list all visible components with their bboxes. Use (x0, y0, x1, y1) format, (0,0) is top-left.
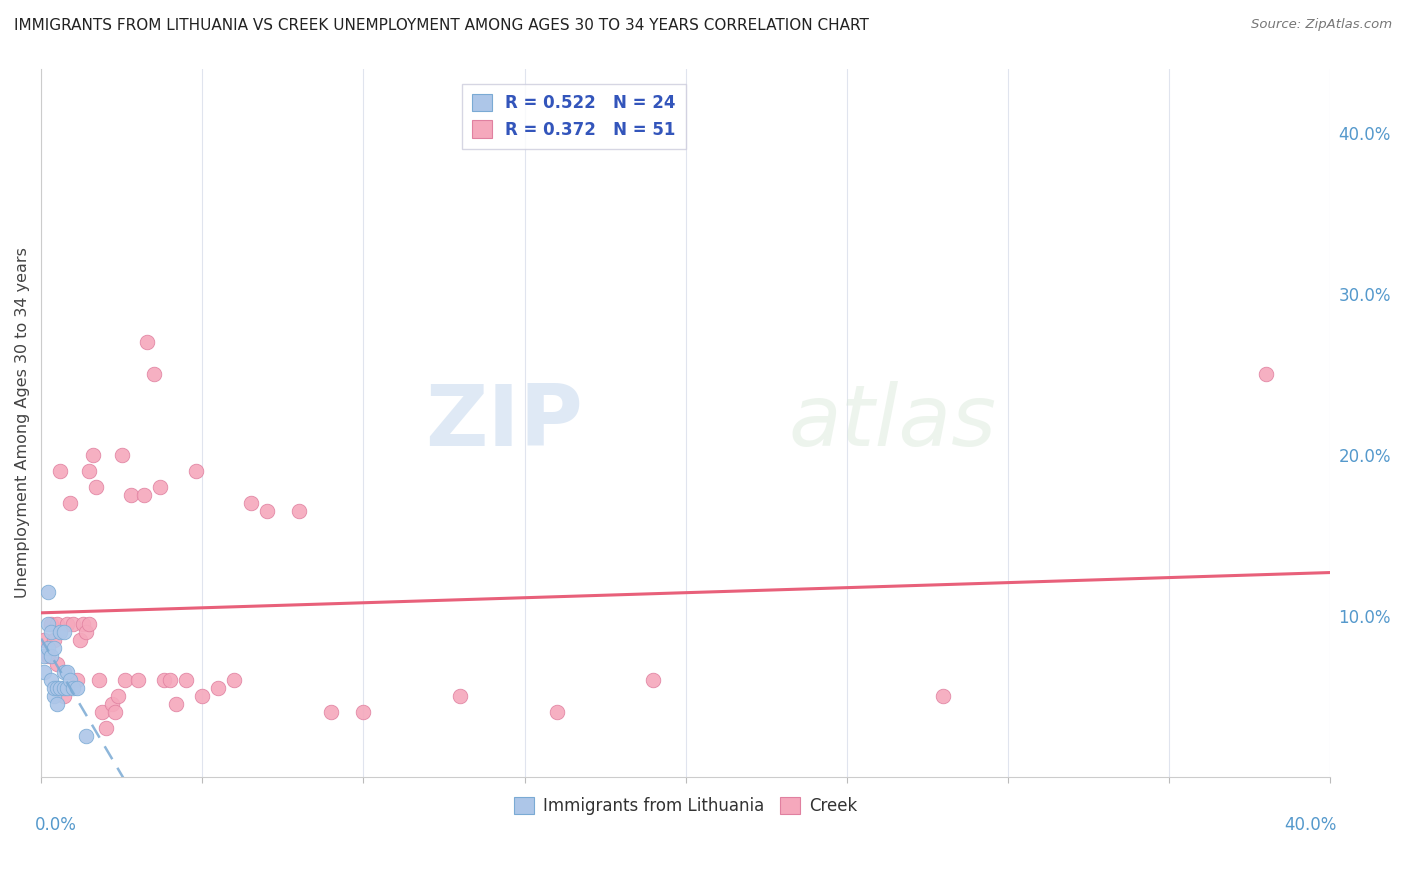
Point (142, 368, 165, 382)
Point (94, 722, 117, 736)
Point (79, 616, 101, 631)
Point (56, 665, 79, 679)
Point (152, 673, 174, 687)
Y-axis label: Unemployment Among Ages 30 to 34 years: Unemployment Among Ages 30 to 34 years (15, 247, 30, 598)
Point (46, 616, 69, 631)
Point (288, 504, 311, 518)
Point (87, 673, 110, 687)
Point (49, 681, 72, 695)
Point (34, 665, 56, 679)
Point (52, 681, 75, 695)
Point (134, 488, 156, 502)
Point (643, 673, 665, 687)
Point (52, 624, 75, 639)
Point (46, 697, 69, 711)
Point (101, 697, 124, 711)
Point (39, 624, 62, 639)
Point (65, 681, 87, 695)
Point (37, 648, 59, 663)
Point (42, 681, 65, 695)
Point (49, 464, 72, 478)
Point (52, 689, 75, 703)
Point (111, 448, 134, 462)
Point (136, 335, 159, 350)
Point (42, 640, 65, 655)
Point (34, 632, 56, 647)
Point (42, 632, 65, 647)
Point (42, 689, 65, 703)
Point (107, 689, 129, 703)
Point (166, 697, 188, 711)
Text: 0.0%: 0.0% (35, 815, 76, 833)
Point (546, 705, 568, 719)
Point (62, 681, 84, 695)
Point (191, 689, 214, 703)
Point (224, 673, 246, 687)
Text: IMMIGRANTS FROM LITHUANIA VS CREEK UNEMPLOYMENT AMONG AGES 30 TO 34 YEARS CORREL: IMMIGRANTS FROM LITHUANIA VS CREEK UNEMP… (14, 18, 869, 33)
Point (159, 673, 181, 687)
Point (932, 689, 955, 703)
Point (62, 616, 84, 631)
Point (104, 705, 127, 719)
Point (72, 616, 94, 631)
Point (39, 616, 62, 631)
Point (449, 689, 471, 703)
Point (114, 673, 136, 687)
Point (69, 632, 91, 647)
Point (75, 624, 97, 639)
Point (49, 624, 72, 639)
Point (65, 673, 87, 687)
Point (184, 464, 207, 478)
Text: ZIP: ZIP (425, 381, 582, 464)
Point (59, 673, 82, 687)
Point (120, 488, 142, 502)
Point (39, 648, 62, 663)
Point (56, 681, 79, 695)
Legend: Immigrants from Lithuania, Creek: Immigrants from Lithuania, Creek (508, 790, 863, 822)
Point (46, 681, 69, 695)
Point (46, 657, 69, 671)
Point (239, 496, 262, 510)
Point (56, 616, 79, 631)
Point (75, 730, 97, 744)
Point (1254, 368, 1277, 382)
Point (321, 705, 343, 719)
Point (127, 673, 149, 687)
Text: Source: ZipAtlas.com: Source: ZipAtlas.com (1251, 18, 1392, 31)
Point (39, 673, 62, 687)
Point (52, 665, 75, 679)
Point (37, 584, 59, 599)
Point (59, 496, 82, 510)
Point (149, 480, 172, 494)
Point (37, 616, 59, 631)
Text: atlas: atlas (789, 381, 997, 464)
Point (34, 648, 56, 663)
Text: 40.0%: 40.0% (1284, 815, 1337, 833)
Point (174, 673, 197, 687)
Point (256, 504, 278, 518)
Point (207, 681, 229, 695)
Point (91, 705, 114, 719)
Point (79, 464, 101, 478)
Point (82, 448, 104, 462)
Point (37, 640, 59, 655)
Point (84, 480, 107, 494)
Point (352, 705, 374, 719)
